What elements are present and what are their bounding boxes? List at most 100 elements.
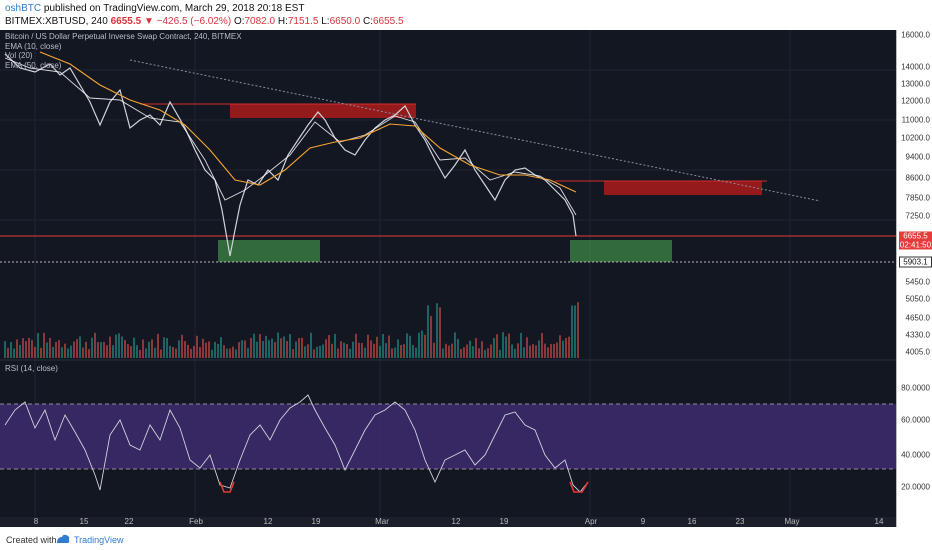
price-tick: 4330.0: [905, 330, 930, 340]
volume-bar: [151, 339, 153, 358]
volume-bar: [532, 344, 534, 358]
open-value: 7082.0: [244, 16, 276, 27]
volume-bar: [118, 333, 120, 358]
price-tick: 9400.0: [905, 152, 930, 162]
volume-bar: [517, 343, 519, 358]
chart-area[interactable]: Bitcoin / US Dollar Perpetual Inverse Sw…: [0, 30, 896, 527]
price-tick: 11000.0: [901, 115, 930, 125]
time-axis[interactable]: 8 15 22 Feb 12 19 Mar 12 19 Apr 9 16 23 …: [0, 517, 896, 527]
symbol-label: BITMEX:XBTUSD, 240: [5, 16, 108, 27]
price-change: −426.5 (−6.02%): [156, 16, 232, 27]
volume-bar: [520, 332, 522, 358]
volume-bar: [463, 347, 465, 358]
volume-bar: [310, 332, 312, 358]
trendline: [129, 59, 821, 202]
rsi-oversold-mark-mar: [569, 481, 589, 493]
volume-bar: [514, 348, 516, 358]
volume-bar: [364, 347, 366, 358]
price-tick: 8600.0: [905, 173, 930, 183]
volume-bar: [133, 337, 135, 358]
volume-bar: [571, 305, 573, 358]
volume-bar: [115, 334, 117, 358]
volume-bar: [205, 342, 207, 358]
volume-bar: [376, 336, 378, 358]
volume-bar: [322, 344, 324, 358]
volume-bar: [568, 336, 570, 358]
price-axis[interactable]: 16000.0 14000.0 13000.0 12000.0 11000.0 …: [896, 30, 932, 527]
chart-header: oshBTC published on TradingView.com, Mar…: [0, 0, 932, 30]
volume-bar: [193, 345, 195, 358]
volume-bar: [358, 342, 360, 358]
volume-bar: [79, 336, 81, 358]
volume-bar: [466, 344, 468, 358]
volume-bar: [331, 343, 333, 358]
chart-title: Bitcoin / US Dollar Perpetual Inverse Sw…: [5, 32, 242, 41]
volume-bar: [502, 332, 504, 358]
volume-bar: [412, 345, 414, 358]
volume-bar: [379, 345, 381, 358]
tradingview-brand[interactable]: TradingView: [74, 535, 124, 545]
volume-bar: [313, 349, 315, 358]
ema10-line: [4, 57, 577, 216]
volume-bar: [301, 337, 303, 358]
volume-bar: [7, 347, 9, 358]
price-tick: 12000.0: [901, 96, 930, 106]
volume-bar: [544, 343, 546, 358]
price-tick: 14000.0: [901, 62, 930, 72]
volume-bar: [460, 349, 462, 358]
volume-bar: [25, 341, 27, 358]
rsi-line: [4, 394, 589, 493]
author-link[interactable]: oshBTC: [5, 3, 42, 14]
ema10-legend: EMA (10, close): [5, 41, 62, 51]
publish-info: published on TradingView.com, March 29, …: [41, 3, 305, 14]
price-line: [4, 53, 577, 257]
volume-bar: [85, 341, 87, 358]
volume-bar: [4, 341, 6, 358]
rsi-tick: 20.0000: [901, 482, 930, 492]
volume-bar: [232, 346, 234, 358]
time-label: 15: [79, 517, 89, 526]
rsi-oversold-mark-feb: [219, 481, 235, 493]
ema50-line: [39, 51, 577, 193]
volume-bar: [166, 338, 168, 358]
publish-line: oshBTC published on TradingView.com, Mar…: [5, 3, 304, 14]
volume-bar: [283, 336, 285, 358]
low-price-tag: 5903.1: [899, 256, 932, 268]
volume-bar: [61, 347, 63, 358]
volume-bar: [256, 341, 258, 358]
volume-bar: [328, 335, 330, 358]
volume-bar: [34, 346, 36, 358]
volume-bar: [49, 337, 51, 358]
volume-bar: [469, 340, 471, 358]
volume-bar: [481, 341, 483, 358]
volume-bar: [190, 348, 192, 358]
volume-bar: [292, 349, 294, 358]
volume-bar: [184, 341, 186, 358]
volume-bar: [268, 340, 270, 358]
volume-bar: [349, 348, 351, 358]
price-tick: 4650.0: [905, 313, 930, 323]
open-label: O:: [233, 16, 245, 27]
volume-bar: [448, 345, 450, 358]
volume-bar: [403, 344, 405, 358]
volume-bar: [259, 334, 261, 358]
volume-bars: [4, 302, 579, 358]
volume-bar: [163, 337, 165, 358]
close-label: C:: [362, 16, 373, 27]
volume-bar: [541, 333, 543, 358]
volume-bar: [67, 348, 69, 358]
tradingview-logo-icon[interactable]: [55, 533, 71, 547]
volume-bar: [139, 349, 141, 358]
volume-bar: [37, 333, 39, 358]
volume-bar: [211, 349, 213, 358]
volume-bar: [88, 349, 90, 358]
resistance-zone-target: [604, 181, 762, 195]
volume-bar: [559, 335, 561, 358]
time-label: 8: [33, 517, 39, 526]
volume-bar: [472, 346, 474, 358]
volume-bar: [478, 348, 480, 358]
time-label: 14: [874, 517, 884, 526]
volume-bar: [499, 349, 501, 358]
last-price: 6655.5: [110, 16, 142, 27]
volume-bar: [340, 341, 342, 358]
